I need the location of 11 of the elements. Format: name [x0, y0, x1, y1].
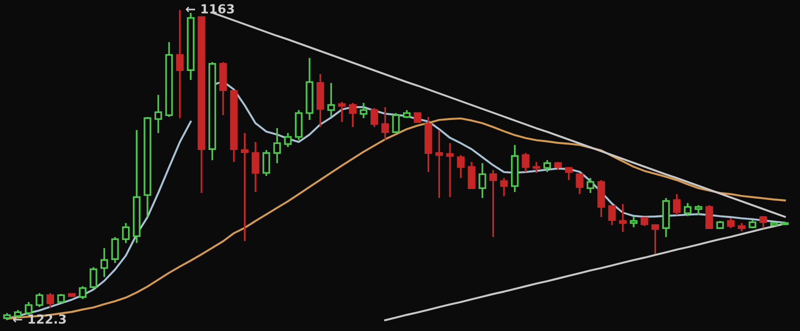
candlestick — [273, 127, 281, 164]
candlestick — [435, 129, 443, 199]
candlestick — [252, 141, 260, 193]
candlestick — [176, 9, 184, 119]
annotation: ← 122.3 — [13, 314, 66, 324]
candlestick — [478, 162, 486, 199]
candlestick — [306, 57, 314, 121]
candlestick — [446, 142, 454, 198]
candlestick — [240, 132, 249, 242]
candlestick — [154, 94, 162, 134]
annotation: ← 1163 — [186, 4, 234, 14]
